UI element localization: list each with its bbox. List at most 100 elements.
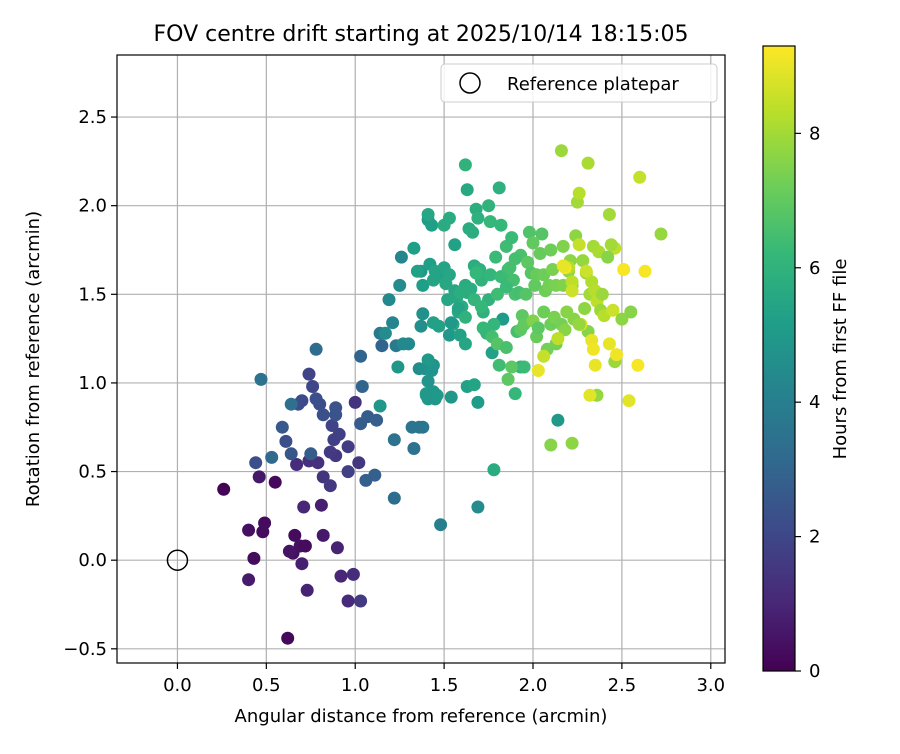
data-point: [247, 551, 261, 565]
data-point: [460, 183, 474, 197]
data-point: [282, 544, 296, 558]
data-point: [368, 468, 382, 482]
data-point: [407, 442, 421, 455]
data-point: [444, 316, 458, 330]
data-point: [508, 252, 522, 266]
data-point: [323, 479, 337, 493]
data-point: [348, 395, 362, 409]
data-point: [556, 239, 570, 253]
data-point: [330, 541, 344, 555]
data-point: [329, 401, 343, 415]
data-point: [601, 250, 615, 264]
data-point: [297, 500, 311, 514]
y-tick-label: 0.0: [78, 550, 107, 571]
data-point: [275, 420, 289, 434]
data-point: [517, 360, 531, 374]
data-point: [521, 255, 535, 269]
data-point: [633, 170, 647, 184]
data-point: [428, 264, 442, 278]
data-point: [332, 427, 346, 441]
data-point: [354, 349, 368, 363]
data-point: [370, 413, 384, 427]
data-point: [588, 358, 602, 372]
legend: Reference platepar: [440, 63, 718, 103]
x-axis-ticks: 0.0 0.5 1.0 1.5 2.0 2.5 3.0: [163, 663, 725, 696]
data-point: [386, 316, 400, 330]
data-point: [583, 388, 597, 402]
legend-box: [440, 63, 718, 103]
data-point: [638, 264, 652, 278]
data-point: [373, 399, 387, 413]
data-point: [544, 243, 558, 257]
data-point: [298, 539, 312, 553]
data-point: [544, 438, 558, 452]
data-point: [316, 470, 330, 484]
data-point: [474, 300, 488, 314]
data-point: [490, 287, 504, 301]
data-point: [407, 241, 421, 255]
data-point: [288, 528, 302, 542]
data-point: [242, 573, 256, 587]
legend-reference-marker: [459, 72, 481, 94]
data-point: [444, 390, 458, 404]
data-point: [528, 278, 542, 292]
y-tick-label: 1.0: [78, 373, 107, 394]
data-point: [281, 631, 295, 645]
data-point: [421, 208, 435, 221]
data-point: [295, 557, 309, 571]
data-point: [394, 250, 408, 264]
data-point: [622, 394, 636, 408]
data-point: [586, 342, 600, 356]
data-point: [458, 337, 472, 351]
data-point: [519, 287, 533, 301]
data-point: [426, 316, 440, 330]
data-point: [421, 374, 435, 388]
x-tick-label: 2.5: [608, 675, 637, 696]
data-point: [352, 456, 366, 470]
data-point: [434, 518, 448, 532]
data-point: [581, 156, 595, 170]
data-point: [537, 305, 551, 319]
colorbar: 0 2 4 6 8 Hours from first FF file: [762, 45, 851, 682]
data-point: [471, 395, 485, 409]
reference-platepar-marker: [166, 549, 189, 571]
data-point: [316, 408, 330, 422]
data-point: [610, 348, 624, 362]
data-point: [551, 332, 565, 346]
data-point: [309, 392, 323, 406]
data-point: [451, 302, 465, 315]
data-point: [378, 326, 392, 340]
data-point: [448, 238, 462, 252]
colorbar-tick-label: 4: [809, 392, 820, 413]
data-point: [578, 302, 592, 315]
data-point: [565, 284, 579, 298]
data-point: [531, 364, 545, 377]
data-point: [309, 342, 323, 356]
y-axis-ticks: −0.5 0.0 0.5 1.0 1.5 2.0 2.5: [63, 107, 117, 660]
data-point: [290, 458, 304, 471]
data-point: [302, 367, 316, 381]
data-point: [430, 388, 444, 402]
data-point: [469, 266, 483, 280]
data-point: [499, 341, 513, 354]
data-point: [467, 378, 481, 392]
y-tick-label: 2.0: [78, 196, 107, 217]
data-point: [508, 387, 522, 401]
data-point: [410, 264, 424, 278]
x-tick-label: 0.5: [252, 675, 281, 696]
data-point: [466, 225, 480, 239]
data-point: [279, 434, 293, 448]
data-point: [254, 372, 268, 386]
data-point: [483, 215, 497, 229]
data-point: [416, 278, 430, 292]
data-point: [334, 569, 348, 583]
data-point: [615, 312, 629, 326]
data-point: [341, 594, 355, 608]
data-point: [471, 211, 485, 225]
data-point: [556, 259, 570, 273]
plot-area: [117, 55, 725, 663]
data-point: [572, 317, 586, 331]
plot-frame: [116, 54, 726, 664]
data-point: [249, 456, 263, 470]
data-point: [414, 319, 428, 333]
